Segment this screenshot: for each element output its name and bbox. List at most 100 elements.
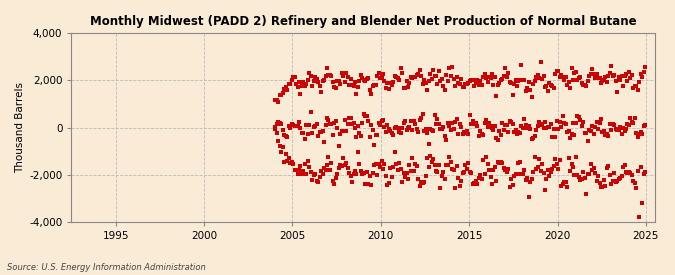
Point — [285, 82, 296, 86]
Point — [456, 77, 466, 81]
Point — [389, 150, 400, 155]
Point — [568, 77, 578, 82]
Point — [495, 159, 506, 164]
Point — [625, 76, 636, 80]
Point — [383, 86, 394, 91]
Point — [336, 129, 347, 133]
Point — [382, 81, 393, 86]
Point — [620, 72, 631, 77]
Point — [407, 76, 418, 80]
Point — [317, 129, 328, 134]
Point — [402, 85, 413, 89]
Point — [506, 81, 516, 85]
Point — [354, 78, 364, 83]
Point — [375, 165, 385, 170]
Point — [587, 124, 597, 128]
Point — [413, 130, 424, 134]
Point — [308, 79, 319, 83]
Point — [488, 168, 499, 173]
Point — [441, 138, 452, 143]
Point — [487, 182, 497, 186]
Point — [432, 170, 443, 175]
Point — [584, 172, 595, 176]
Point — [574, 174, 585, 179]
Point — [618, 165, 628, 169]
Point — [630, 84, 641, 88]
Point — [348, 172, 359, 176]
Point — [569, 172, 580, 177]
Point — [280, 85, 291, 89]
Point — [514, 78, 525, 83]
Point — [591, 72, 602, 76]
Point — [503, 166, 514, 171]
Point — [401, 79, 412, 84]
Point — [394, 161, 404, 165]
Point — [439, 177, 450, 181]
Point — [323, 73, 334, 77]
Point — [559, 78, 570, 83]
Point — [457, 171, 468, 176]
Point — [431, 122, 441, 126]
Point — [614, 177, 624, 182]
Point — [520, 177, 531, 182]
Point — [292, 124, 303, 128]
Point — [336, 71, 347, 76]
Point — [357, 76, 368, 81]
Point — [352, 124, 363, 128]
Point — [441, 163, 452, 167]
Point — [545, 83, 556, 87]
Point — [351, 91, 362, 96]
Point — [463, 132, 474, 137]
Point — [502, 75, 512, 79]
Point — [350, 126, 360, 130]
Point — [614, 75, 624, 80]
Point — [599, 178, 610, 182]
Point — [311, 77, 322, 81]
Point — [581, 84, 592, 88]
Point — [535, 60, 546, 64]
Point — [604, 71, 615, 76]
Point — [450, 186, 460, 191]
Point — [620, 127, 631, 131]
Point — [576, 177, 587, 181]
Point — [413, 72, 424, 76]
Point — [356, 169, 367, 174]
Point — [392, 126, 403, 130]
Point — [525, 179, 536, 184]
Point — [562, 130, 572, 134]
Point — [288, 75, 298, 79]
Point — [363, 181, 374, 186]
Point — [482, 125, 493, 130]
Point — [559, 121, 570, 125]
Point — [354, 131, 364, 136]
Point — [382, 123, 393, 127]
Point — [323, 155, 334, 159]
Point — [533, 73, 543, 77]
Point — [298, 169, 309, 174]
Point — [288, 123, 298, 128]
Point — [408, 169, 419, 173]
Point — [364, 174, 375, 178]
Point — [565, 168, 576, 173]
Point — [631, 185, 642, 190]
Point — [634, 215, 645, 219]
Point — [279, 160, 290, 165]
Point — [340, 118, 350, 123]
Point — [361, 114, 372, 119]
Point — [541, 125, 552, 130]
Point — [463, 81, 474, 85]
Point — [295, 125, 306, 130]
Point — [348, 84, 359, 89]
Point — [600, 133, 611, 138]
Point — [610, 180, 621, 184]
Point — [271, 98, 282, 102]
Point — [369, 83, 379, 87]
Point — [277, 145, 288, 150]
Point — [533, 165, 543, 169]
Point — [485, 124, 496, 128]
Point — [556, 183, 566, 188]
Point — [295, 91, 306, 96]
Point — [389, 74, 400, 78]
Point — [417, 82, 428, 86]
Point — [626, 173, 637, 177]
